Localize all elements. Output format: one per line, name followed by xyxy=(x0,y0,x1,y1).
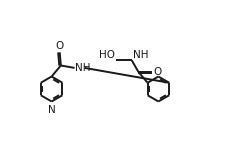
Text: O: O xyxy=(55,41,63,51)
Text: N: N xyxy=(48,105,55,115)
Text: NH: NH xyxy=(133,50,148,60)
Text: NH: NH xyxy=(75,63,91,73)
Text: O: O xyxy=(153,67,162,77)
Text: HO: HO xyxy=(99,50,115,60)
